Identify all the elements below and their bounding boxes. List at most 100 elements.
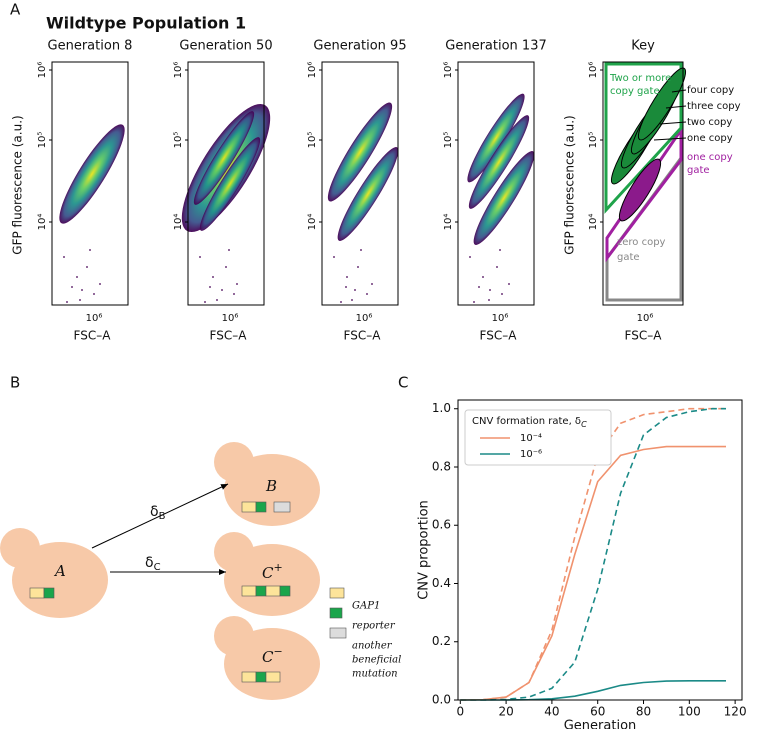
density-band [473,151,535,245]
density-band [467,93,525,183]
outlier-dot [354,289,356,291]
legend-label: beneficial [352,655,401,666]
outlier-dot [228,249,230,251]
x-tick-label: 20 [498,705,513,719]
outlier-dot [346,276,348,278]
outlier-dot [225,266,227,268]
outlier-dot [212,276,214,278]
outlier-dot [221,289,223,291]
panel-c: C 0.0 0.2 0.4 0.6 0.8 1.0 0 20 40 60 80 100 120 Gener… [398,374,747,729]
y-tick-label: 10⁶ [443,62,454,79]
density-band [193,111,255,205]
y-tick-label: 10⁵ [307,132,318,149]
outlier-dot [236,283,238,285]
outlier-dot [63,256,65,258]
y-tick-label: 10⁵ [443,132,454,149]
outlier-dot [473,301,475,303]
outlier-dot [66,301,68,303]
plot-frame [187,61,265,306]
y-tick-label: 1.0 [432,401,451,415]
y-axis-label: CNV proportion [417,500,432,600]
x-tick-label: 0 [456,705,464,719]
density-plot [59,124,125,303]
plot-title: Generation 50 [179,39,272,54]
density-band [59,124,125,224]
legend-label: 10⁻⁶ [520,449,542,460]
x-tick-label: 10⁶ [637,313,654,324]
y-tick-label: 0.4 [432,576,451,590]
cell [12,542,108,618]
pointer [671,89,687,93]
x-axis-label: FSC–A [74,329,112,343]
density-plot [327,102,399,303]
legend-box [464,409,612,466]
outlier-dot [86,266,88,268]
x-tick-label: 10⁶ [356,313,373,324]
legend-label: 10⁻⁴ [520,433,542,444]
outlier-dot [478,286,480,288]
x-tick-label: 10⁶ [492,313,509,324]
legend-label: another [352,641,393,652]
node-label: B [265,477,277,495]
y-axis-label: GFP fluorescence (a.u.) [563,115,577,254]
y-tick-label: 10⁴ [443,214,454,231]
outlier-dot [89,249,91,251]
edge-label: δC [145,555,161,573]
legend-title: CNV formation rate, δC [472,416,587,429]
legend-label: reporter [352,621,396,632]
outlier-dot [489,289,491,291]
outlier-dot [469,256,471,258]
x-axis-label: FSC–A [344,329,382,343]
gate-label: gate [687,165,710,176]
outlier-dot [71,286,73,288]
x-axis-label: Generation [564,719,637,729]
panel-b: B A B C+ C− δB δC GAP1 reporter another … [0,374,401,700]
y-tick-label: 10⁵ [588,132,599,149]
y-tick-label: 10⁵ [173,132,184,149]
outlier-dot [496,266,498,268]
panel-label: B [10,374,20,392]
legend-label: mutation [352,669,398,680]
copy-population [637,67,687,141]
y-tick-label: 0.8 [432,459,451,473]
gene-boxes [29,501,347,683]
x-tick-label: 60 [590,705,605,719]
copy-label: three copy [687,101,741,112]
outlier-dot [508,283,510,285]
outlier-dot [99,283,101,285]
y-axis-label: GFP fluorescence (a.u.) [11,115,25,254]
arrow [91,483,229,549]
y-tick-label: 10⁶ [588,62,599,79]
outlier-dot [360,249,362,251]
panel-a: A Wildtype Population 1 GFP fluorescence… [10,1,741,343]
x-axis-label: FSC–A [210,329,248,343]
cell [224,544,320,616]
x-tick-label: 10⁶ [222,313,239,324]
y-tick-label: 0.2 [432,634,451,648]
outlier-dot [93,293,95,295]
outlier-dot [199,256,201,258]
series-line [460,407,726,701]
outlier-dot [333,256,335,258]
plot-title: Generation 137 [445,39,546,54]
copy-label: two copy [687,117,732,128]
panel-title: Wildtype Population 1 [46,14,246,33]
plot-frame [51,61,129,306]
gate-label: zero copy [617,237,666,248]
x-tick-label: 80 [636,705,651,719]
outlier-dot [233,293,235,295]
pointer [653,137,687,141]
edge-label: δB [150,504,166,522]
outlier-dot [501,293,503,295]
gate-label: gate [617,252,640,263]
two-copy-gate [604,62,683,214]
copy-label: four copy [687,85,734,96]
outlier-dot [488,299,490,301]
x-tick-label: 120 [724,705,747,719]
pointer [665,105,687,109]
node-label: C− [262,645,283,666]
y-tick-label: 10⁵ [37,132,48,149]
plot-frame [321,61,399,306]
plot-frame [457,61,535,306]
